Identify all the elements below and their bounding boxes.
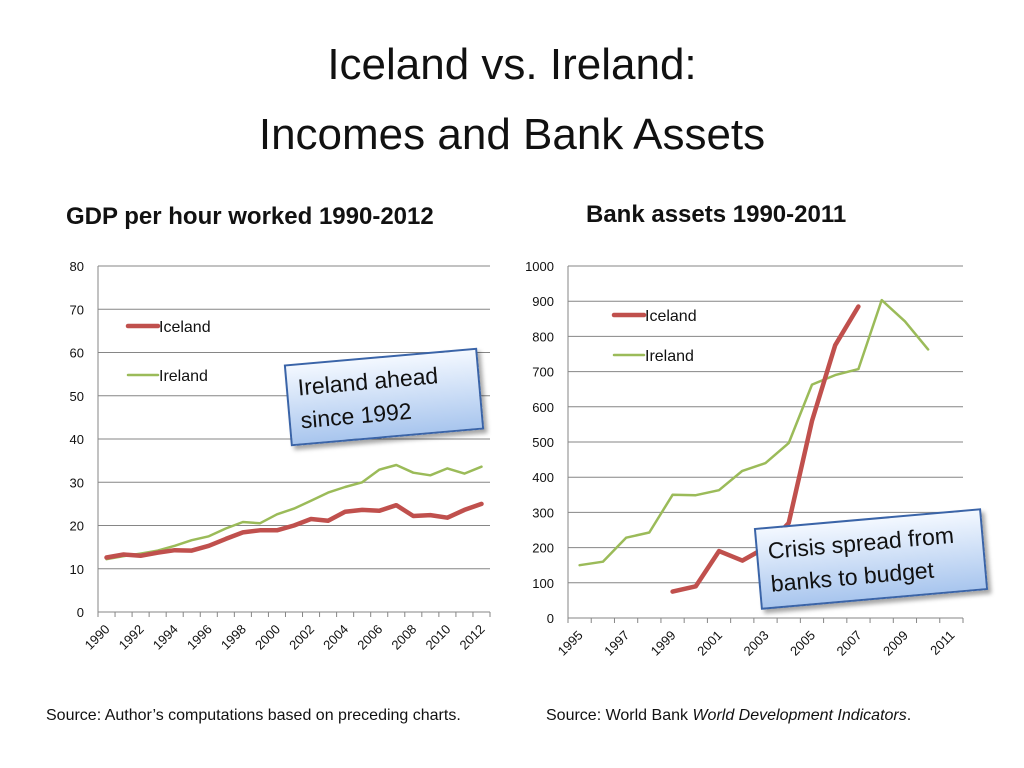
gdp-y-tick-label: 20 [70, 519, 84, 534]
gdp-y-tick-label: 60 [70, 346, 84, 361]
gdp-x-tick-label: 1994 [150, 622, 181, 653]
gdp-y-tick-label: 80 [70, 259, 84, 274]
assets-y-tick-label: 900 [532, 294, 554, 309]
assets-y-tick-label: 500 [532, 435, 554, 450]
assets-x-tick-label: 2011 [927, 628, 957, 658]
assets-x-tick-label: 2005 [787, 628, 818, 659]
gdp-x-tick-label: 2004 [320, 622, 351, 653]
ireland-ahead-callout: Ireland ahead since 1992 [283, 347, 485, 447]
gdp-x-tick-label: 2012 [457, 622, 488, 653]
gdp-legend-ireland-label: Ireland [159, 368, 208, 385]
assets-y-tick-label: 200 [532, 541, 554, 556]
gdp-x-tick-label: 1996 [184, 622, 215, 653]
source-right-text: Source: World Bank [546, 707, 693, 724]
source-right-period: . [906, 707, 912, 724]
gdp-x-tick-label: 2010 [422, 622, 453, 653]
gdp-x-tick-label: 2006 [354, 622, 385, 653]
assets-legend-ireland-label: Ireland [645, 348, 694, 365]
gdp-x-tick-label: 1990 [82, 622, 113, 653]
assets-x-tick-label: 2007 [834, 628, 865, 659]
assets-y-tick-label: 100 [532, 576, 554, 591]
assets-y-tick-label: 0 [547, 611, 554, 626]
slide-title-line-2: Incomes and Bank Assets [258, 110, 766, 159]
assets-y-tick-label: 300 [532, 505, 554, 520]
assets-x-tick-label: 1997 [601, 628, 632, 659]
gdp-y-tick-label: 30 [70, 475, 84, 490]
assets-y-tick-label: 400 [532, 470, 554, 485]
gdp-y-tick-label: 0 [77, 605, 84, 620]
gdp-x-tick-label: 1998 [218, 622, 249, 653]
gdp-y-tick-label: 50 [70, 389, 84, 404]
assets-legend-iceland-label: Iceland [645, 308, 697, 325]
gdp-ireland-line [105, 463, 483, 561]
gdp-x-tick-label: 1992 [116, 622, 147, 653]
assets-y-tick-label: 1000 [525, 259, 554, 274]
source-note-right: Source: World Bank World Development Ind… [546, 707, 911, 725]
slide-title-line-1: Iceland vs. Ireland: [327, 40, 697, 89]
assets-y-tick-label: 600 [532, 400, 554, 415]
bank-assets-chart-title: Bank assets 1990-2011 [586, 201, 847, 228]
assets-x-tick-label: 1995 [555, 628, 586, 659]
gdp-y-tick-label: 70 [70, 302, 84, 317]
gdp-x-tick-label: 2002 [286, 622, 317, 653]
gdp-y-tick-label: 40 [70, 432, 84, 447]
gdp-x-tick-label: 2008 [388, 622, 419, 653]
assets-x-tick-label: 2003 [741, 628, 772, 659]
gdp-y-tick-label: 10 [70, 562, 84, 577]
gdp-x-tick-label: 2000 [252, 622, 283, 653]
slide-title: Iceland vs. Ireland: Incomes and Bank As… [0, 30, 1024, 170]
assets-ireland-line [578, 298, 930, 567]
source-note-left: Source: Author’s computations based on p… [46, 707, 461, 724]
assets-x-tick-label: 1999 [648, 628, 679, 659]
source-right-italic: World Development Indicators [692, 707, 907, 724]
assets-x-tick-label: 2001 [694, 628, 725, 659]
assets-x-tick-label: 2009 [880, 628, 911, 659]
gdp-chart-title: GDP per hour worked 1990-2012 [66, 203, 434, 230]
gdp-iceland-line [104, 501, 484, 560]
assets-y-tick-label: 800 [532, 329, 554, 344]
gdp-legend-iceland-label: Iceland [159, 319, 211, 336]
assets-y-tick-label: 700 [532, 365, 554, 380]
